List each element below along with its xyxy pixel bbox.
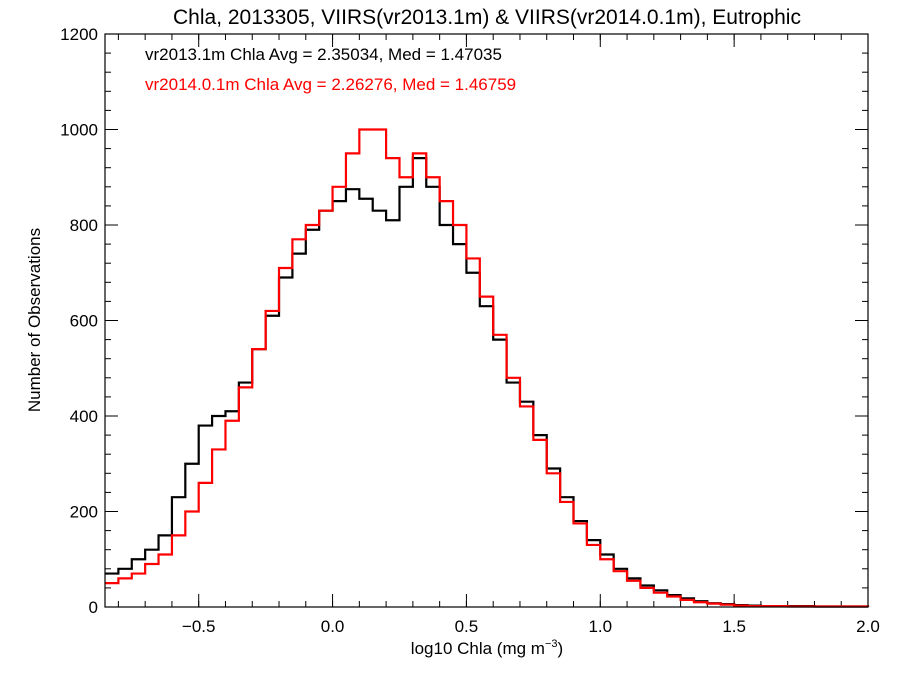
x-tick-label: −0.5	[182, 617, 216, 636]
x-axis-label-close: )	[558, 639, 564, 658]
y-tick-label: 1200	[60, 25, 98, 44]
y-axis-label: Number of Observations	[25, 228, 44, 412]
y-tick-label: 800	[70, 216, 98, 235]
chart-title: Chla, 2013305, VIIRS(vr2013.1m) & VIIRS(…	[173, 6, 801, 29]
y-tick-label: 200	[70, 503, 98, 522]
x-tick-label: 0.0	[321, 617, 345, 636]
y-tick-labels: 0 200 400 600 800 1000 1200	[60, 25, 98, 617]
y-tick-label: 400	[70, 407, 98, 426]
x-tick-label: 0.5	[455, 617, 479, 636]
axis-ticks	[105, 33, 869, 608]
y-tick-label: 0	[89, 598, 98, 617]
annotation-red: vr2014.0.1m Chla Avg = 2.26276, Med = 1.…	[145, 75, 516, 94]
series-vr2013-step-line	[105, 157, 870, 608]
x-tick-labels: −0.5 0.0 0.5 1.0 1.5 2.0	[182, 617, 880, 636]
x-axis-label-main: log10 Chla (mg m	[411, 639, 545, 658]
x-tick-label: 1.0	[588, 617, 612, 636]
y-tick-label: 1000	[60, 121, 98, 140]
x-axis-label: log10 Chla (mg m−3)	[411, 638, 563, 658]
series-group	[105, 128, 870, 608]
y-tick-label: 600	[70, 312, 98, 331]
x-axis-label-superscript: −3	[545, 638, 558, 650]
x-tick-label: 2.0	[856, 617, 880, 636]
plot-frame	[104, 33, 869, 608]
series-vr2014-step-line	[105, 128, 870, 608]
annotation-black: vr2013.1m Chla Avg = 2.35034, Med = 1.47…	[145, 45, 502, 64]
x-tick-label: 1.5	[722, 617, 746, 636]
